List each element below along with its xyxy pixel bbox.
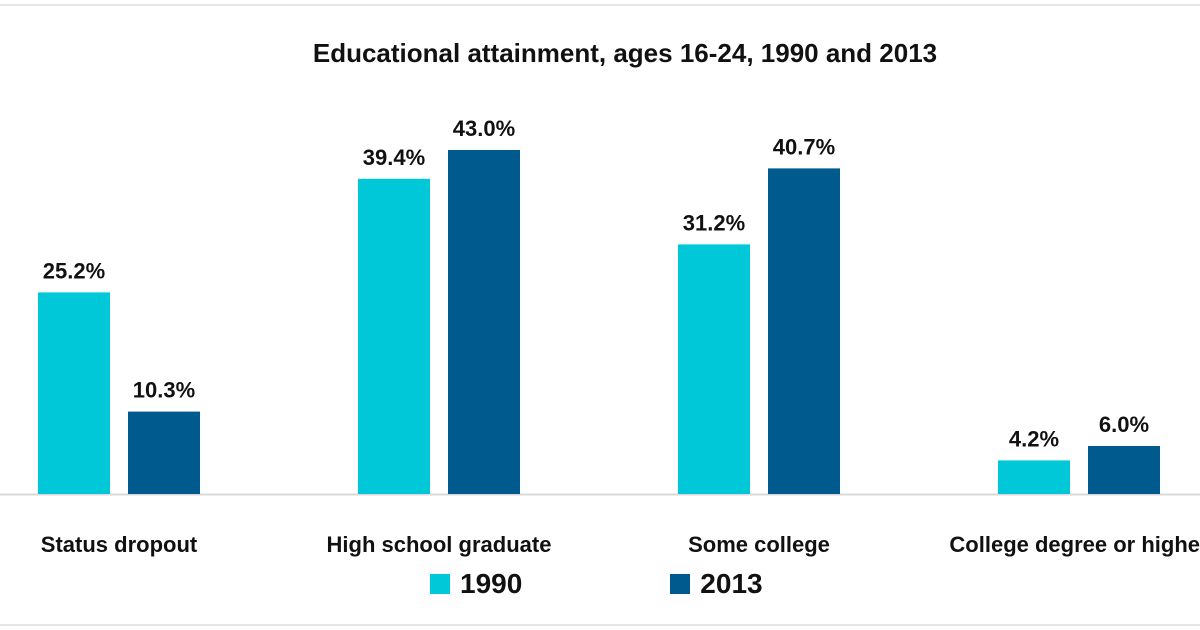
data-label-1990-1: 39.4% bbox=[363, 145, 425, 170]
bar-1990-0 bbox=[38, 292, 110, 494]
legend: 1990 2013 bbox=[430, 568, 911, 600]
category-label-3: College degree or higher bbox=[949, 532, 1200, 557]
category-label-1: High school graduate bbox=[327, 532, 552, 557]
bar-2013-0 bbox=[128, 411, 200, 494]
bar-1990-2 bbox=[678, 244, 750, 494]
data-label-1990-2: 31.2% bbox=[683, 210, 745, 235]
legend-item-1990: 1990 bbox=[430, 568, 522, 600]
legend-item-2013: 2013 bbox=[670, 568, 763, 600]
data-label-2013-0: 10.3% bbox=[133, 378, 195, 403]
bar-2013-2 bbox=[768, 168, 840, 494]
category-label-2: Some college bbox=[688, 532, 830, 557]
legend-swatch-2013 bbox=[670, 574, 691, 594]
bar-1990-3 bbox=[998, 460, 1070, 494]
legend-label-2013: 2013 bbox=[700, 568, 763, 599]
top-border bbox=[0, 4, 1200, 6]
legend-swatch-1990 bbox=[430, 574, 450, 594]
bar-2013-3 bbox=[1088, 446, 1160, 494]
data-label-2013-3: 6.0% bbox=[1099, 412, 1149, 437]
data-label-1990-0: 25.2% bbox=[43, 258, 105, 283]
data-label-2013-2: 40.7% bbox=[773, 134, 835, 159]
data-label-2013-1: 43.0% bbox=[453, 116, 515, 141]
data-label-1990-3: 4.2% bbox=[1009, 426, 1059, 451]
category-label-0: Status dropout bbox=[41, 532, 198, 557]
bar-2013-1 bbox=[448, 150, 520, 494]
chart-title: Educational attainment, ages 16-24, 1990… bbox=[312, 38, 938, 68]
bar-1990-1 bbox=[358, 178, 430, 495]
bottom-border bbox=[0, 624, 1200, 626]
legend-label-1990: 1990 bbox=[460, 568, 523, 599]
